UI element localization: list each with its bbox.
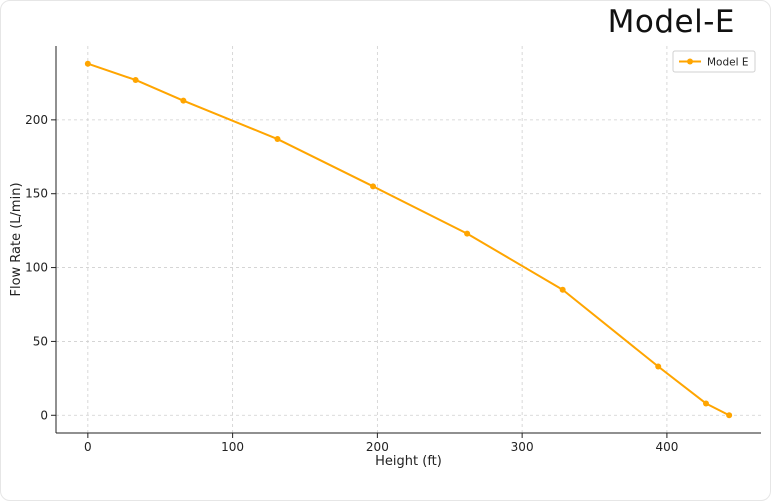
chart-title: Model-E [607, 4, 735, 40]
grid-lines [56, 46, 761, 433]
y-tick-label: 50 [33, 334, 48, 348]
x-ticks: 0 100 200 300 400 [84, 433, 678, 454]
x-tick-label: 100 [221, 440, 244, 454]
data-point [464, 230, 471, 237]
data-point [274, 136, 281, 143]
y-tick-label: 0 [40, 408, 48, 422]
x-tick-label: 300 [511, 440, 534, 454]
x-tick-label: 400 [655, 440, 678, 454]
legend-box [672, 50, 756, 73]
x-tick-label: 200 [366, 440, 389, 454]
data-point [559, 286, 566, 293]
series-group [84, 60, 733, 419]
data-point [370, 183, 377, 190]
y-ticks: 0 50 100 150 200 [25, 113, 56, 422]
x-tick-label: 0 [84, 440, 92, 454]
axes [55, 46, 761, 434]
data-point [702, 400, 709, 407]
y-tick-label: 150 [25, 187, 48, 201]
y-axis-label: Flow Rate (L/min) [9, 182, 24, 296]
legend: Model E [672, 50, 756, 73]
y-tick-label: 200 [25, 113, 48, 127]
data-point [726, 412, 733, 419]
data-point [655, 363, 662, 370]
y-tick-label: 100 [25, 261, 48, 275]
data-point [132, 76, 139, 83]
x-axis-label: Height (ft) [375, 454, 442, 469]
data-point [84, 60, 91, 67]
legend-entry-label: Model E [707, 57, 749, 69]
series-line [87, 62, 730, 417]
legend-marker-swatch [687, 58, 693, 65]
data-point [180, 97, 187, 104]
